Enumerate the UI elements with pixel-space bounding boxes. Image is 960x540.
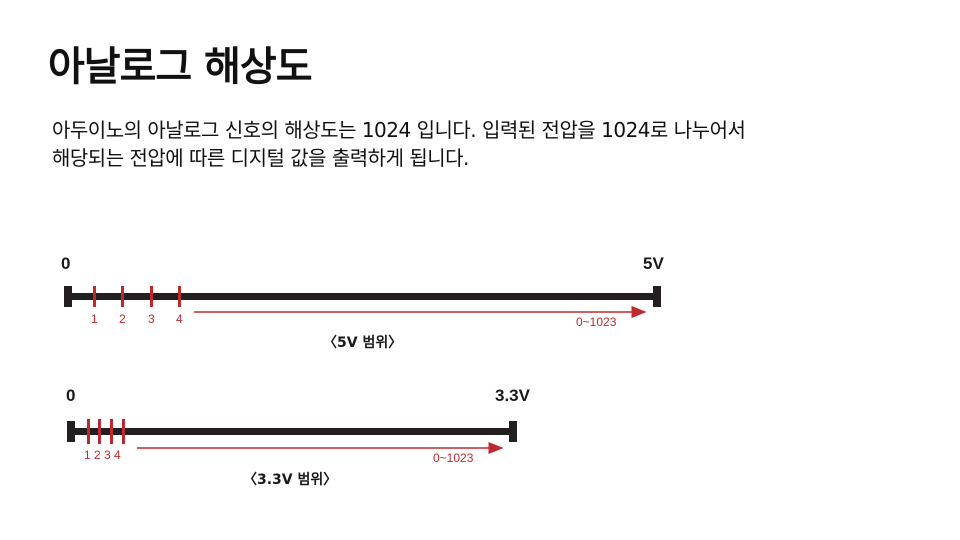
bar-start-cap-3v3 — [67, 421, 75, 442]
tick-label-5v-3: 3 — [148, 312, 155, 326]
caption-5v: 〈5V 범위〉 — [323, 335, 402, 351]
tick-mark-3v3-3 — [110, 419, 113, 444]
bar-end-cap-3v3 — [509, 421, 517, 442]
caption-3v3: 〈3.3V 범위〉 — [243, 472, 337, 488]
tick-mark-5v-4 — [178, 286, 181, 307]
range-label-3v3: 0~1023 — [433, 451, 474, 465]
tick-label-5v-2: 2 — [119, 312, 126, 326]
slide-title: 아날로그 해상도 — [48, 44, 313, 90]
tick-mark-3v3-2 — [98, 419, 101, 444]
range-label-5v: 0~1023 — [576, 315, 617, 329]
bar-end-cap-5v — [653, 286, 661, 307]
end-label-5v: 5V — [643, 254, 664, 273]
tick-labels-3v3: 1 2 3 4 — [84, 448, 121, 462]
description-line-2: 해당되는 전압에 따른 디지털 값을 출력하게 됩니다. — [52, 146, 469, 170]
tick-mark-5v-1 — [93, 286, 96, 307]
voltage-bar-5v — [66, 293, 660, 300]
tick-mark-5v-3 — [150, 286, 153, 307]
start-label-3v3: 0 — [66, 386, 75, 405]
tick-mark-5v-2 — [121, 286, 124, 307]
start-label-5v: 0 — [61, 254, 70, 273]
voltage-bar-3v3 — [69, 428, 516, 435]
tick-mark-3v3-4 — [122, 419, 125, 444]
tick-label-5v-1: 1 — [91, 312, 98, 326]
tick-mark-3v3-1 — [87, 419, 90, 444]
diagram-5v: 0 5V 1 2 3 4 0~1023 〈5V 범위〉 — [61, 254, 664, 351]
end-label-3v3: 3.3V — [495, 386, 531, 405]
slide-description: 아두이노의 아날로그 신호의 해상도는 1024 입니다. 입력된 전압을 10… — [52, 116, 932, 172]
description-line-1: 아두이노의 아날로그 신호의 해상도는 1024 입니다. 입력된 전압을 10… — [52, 118, 746, 142]
tick-label-5v-4: 4 — [176, 312, 183, 326]
diagram-3v3: 0 3.3V 1 2 3 4 0~1023 〈3.3V 범위〉 — [66, 386, 531, 488]
bar-start-cap-5v — [64, 286, 72, 307]
